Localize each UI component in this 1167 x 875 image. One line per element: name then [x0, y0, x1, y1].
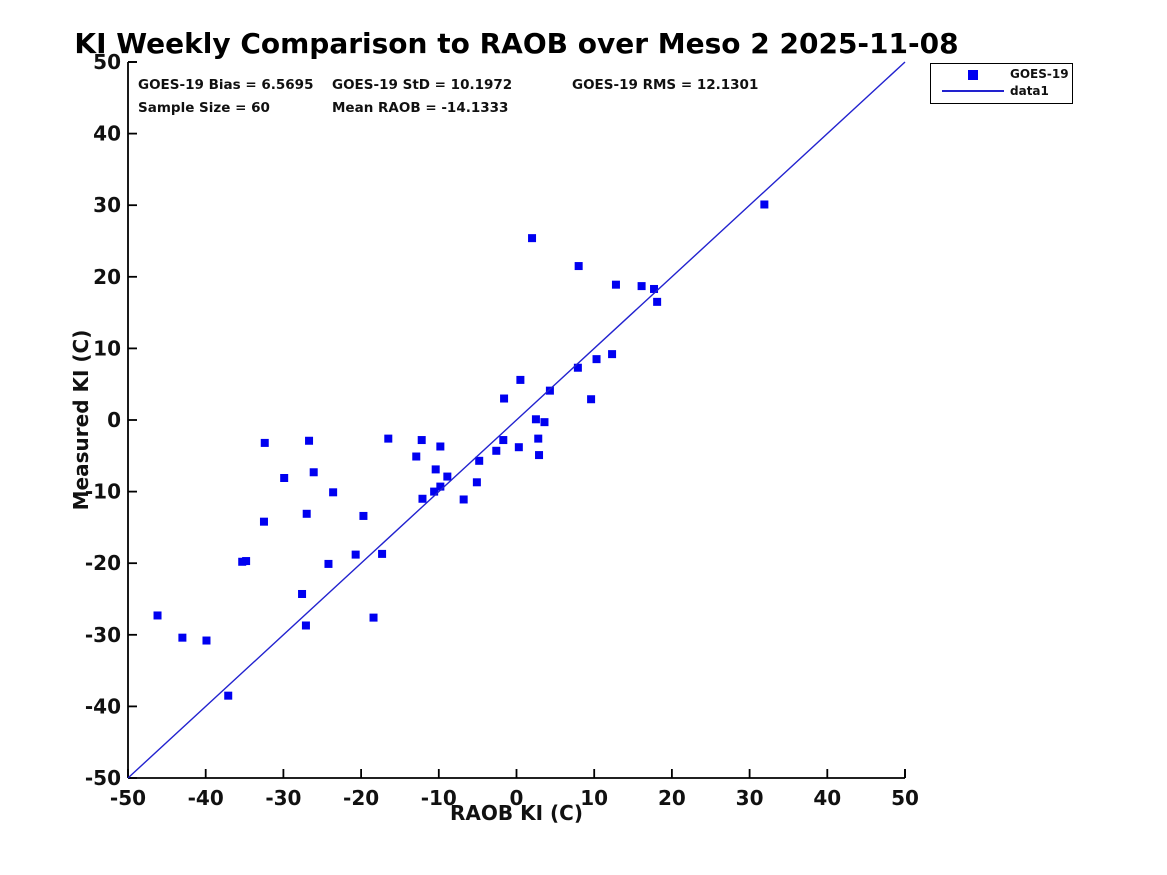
data-point: [329, 488, 338, 497]
data-point: [224, 691, 233, 700]
stat-mean-raob: Mean RAOB = -14.1333: [332, 100, 509, 116]
data-point: [514, 443, 523, 452]
y-tick-label: -40: [85, 694, 121, 718]
identity-line: [127, 61, 906, 779]
data-point: [540, 418, 549, 427]
data-point: [475, 456, 484, 465]
x-tick-label: 30: [736, 786, 764, 810]
legend-box: GOES-19 data1: [930, 63, 1073, 104]
data-point: [535, 451, 544, 460]
data-point: [587, 395, 596, 404]
data-point: [431, 465, 440, 474]
data-point: [436, 442, 445, 451]
legend-line-marker-icon: [942, 90, 1004, 92]
x-tick-label: 50: [891, 786, 919, 810]
stat-rms: GOES-19 RMS = 12.1301: [572, 77, 759, 93]
y-tick-label: 20: [93, 265, 121, 289]
y-tick-label: 30: [93, 193, 121, 217]
data-point: [499, 436, 508, 445]
x-tick-label: 20: [658, 786, 686, 810]
data-point: [309, 468, 318, 477]
data-point: [298, 589, 307, 598]
data-point: [378, 549, 387, 558]
x-axis-label: RAOB KI (C): [450, 801, 583, 825]
data-point: [280, 473, 289, 482]
stat-sample-size: Sample Size = 60: [138, 100, 270, 116]
data-point: [545, 386, 554, 395]
data-point: [412, 452, 421, 461]
legend-entry-goes19: GOES-19: [1010, 67, 1069, 81]
data-point: [653, 297, 662, 306]
data-point: [351, 550, 360, 559]
x-tick-label: -10: [421, 786, 457, 810]
data-point: [637, 282, 646, 291]
data-point: [418, 494, 427, 503]
data-point: [592, 355, 601, 364]
x-tick-label: -40: [188, 786, 224, 810]
data-point: [573, 363, 582, 372]
y-tick-label: -50: [85, 766, 121, 790]
data-point: [260, 438, 269, 447]
data-point: [436, 482, 445, 491]
y-tick-label: 0: [107, 408, 121, 432]
legend-entry-data1: data1: [1010, 84, 1049, 98]
data-point: [459, 495, 468, 504]
data-point: [611, 280, 620, 289]
y-tick-label: -30: [85, 623, 121, 647]
data-point: [650, 284, 659, 293]
legend-square-marker-icon: [968, 70, 978, 80]
x-tick-label: -20: [343, 786, 379, 810]
data-point: [608, 350, 617, 359]
data-point: [384, 434, 393, 443]
data-point: [202, 636, 211, 645]
data-point: [534, 434, 543, 443]
data-point: [516, 375, 525, 384]
data-point: [574, 262, 583, 271]
x-tick-label: 10: [580, 786, 608, 810]
data-point: [430, 487, 439, 496]
y-tick-label: 40: [93, 122, 121, 146]
x-tick-label: -50: [110, 786, 146, 810]
data-point: [492, 446, 501, 455]
data-point: [369, 613, 378, 622]
y-tick-label: -10: [85, 480, 121, 504]
y-tick-label: 50: [93, 50, 121, 74]
x-tick-label: -30: [265, 786, 301, 810]
stat-std: GOES-19 StD = 10.1972: [332, 77, 513, 93]
data-point: [301, 621, 310, 630]
data-point: [443, 472, 452, 481]
data-point: [500, 394, 509, 403]
data-point: [359, 511, 368, 520]
data-point: [528, 234, 537, 243]
x-tick-label: 40: [813, 786, 841, 810]
x-tick-label: 0: [510, 786, 524, 810]
stat-bias: GOES-19 Bias = 6.5695: [138, 77, 314, 93]
data-point: [153, 611, 162, 620]
data-point: [305, 436, 314, 445]
y-tick-label: -20: [85, 551, 121, 575]
data-point: [242, 557, 251, 566]
y-axis-label: Measured KI (C): [69, 329, 93, 511]
data-point: [178, 633, 187, 642]
data-point: [324, 559, 333, 568]
data-point: [531, 415, 540, 424]
chart-title: KI Weekly Comparison to RAOB over Meso 2…: [74, 27, 959, 60]
data-point: [302, 509, 311, 518]
data-point: [417, 436, 426, 445]
data-point: [259, 517, 268, 526]
y-tick-label: 10: [93, 336, 121, 360]
data-point: [472, 478, 481, 487]
data-point: [760, 200, 769, 209]
